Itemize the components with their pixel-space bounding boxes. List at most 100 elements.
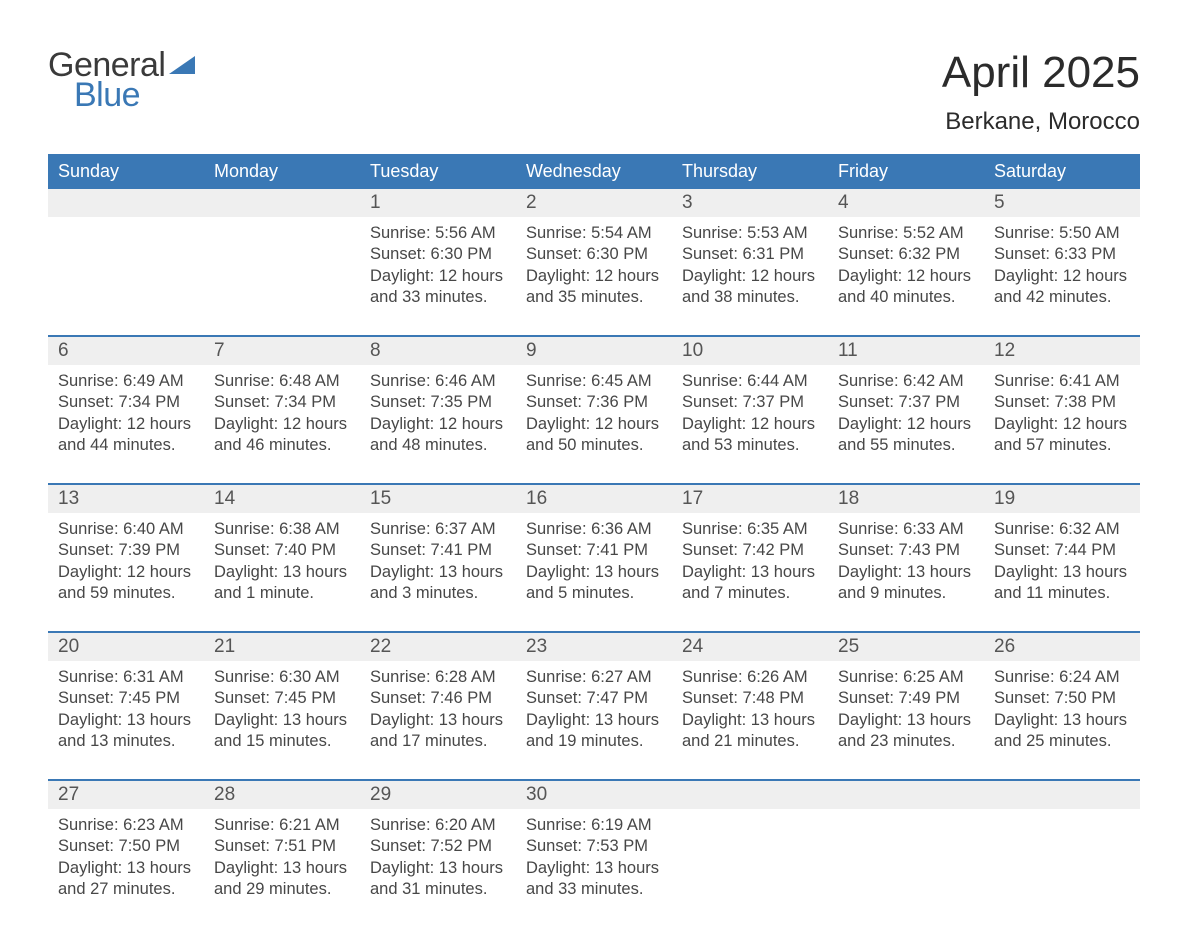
sunset-line: Sunset: 7:41 PM <box>526 540 662 561</box>
day-header: Monday <box>204 154 360 189</box>
calendar-cell <box>204 189 360 313</box>
sunset-line: Sunset: 6:33 PM <box>994 244 1130 265</box>
daylight-line: Daylight: 13 hours and 23 minutes. <box>838 710 974 753</box>
cell-date: 16 <box>516 485 672 513</box>
sunset-line: Sunset: 6:31 PM <box>682 244 818 265</box>
daylight-line: Daylight: 12 hours and 46 minutes. <box>214 414 350 457</box>
cell-body <box>984 809 1140 905</box>
daylight-line: Daylight: 13 hours and 19 minutes. <box>526 710 662 753</box>
cell-date: 19 <box>984 485 1140 513</box>
sunset-line: Sunset: 7:49 PM <box>838 688 974 709</box>
cell-date: 29 <box>360 781 516 809</box>
sunrise-line: Sunrise: 6:46 AM <box>370 371 506 392</box>
cell-body: Sunrise: 6:41 AMSunset: 7:38 PMDaylight:… <box>984 365 1140 461</box>
sunrise-line: Sunrise: 5:56 AM <box>370 223 506 244</box>
calendar-cell: 4Sunrise: 5:52 AMSunset: 6:32 PMDaylight… <box>828 189 984 313</box>
daylight-line: Daylight: 13 hours and 29 minutes. <box>214 858 350 901</box>
cell-body: Sunrise: 6:31 AMSunset: 7:45 PMDaylight:… <box>48 661 204 757</box>
cell-body: Sunrise: 5:50 AMSunset: 6:33 PMDaylight:… <box>984 217 1140 313</box>
sunrise-line: Sunrise: 6:45 AM <box>526 371 662 392</box>
sunrise-line: Sunrise: 6:31 AM <box>58 667 194 688</box>
calendar-cell: 21Sunrise: 6:30 AMSunset: 7:45 PMDayligh… <box>204 633 360 757</box>
cell-body: Sunrise: 6:33 AMSunset: 7:43 PMDaylight:… <box>828 513 984 609</box>
cell-body <box>672 809 828 905</box>
day-header: Friday <box>828 154 984 189</box>
sunset-line: Sunset: 6:30 PM <box>526 244 662 265</box>
cell-body: Sunrise: 5:52 AMSunset: 6:32 PMDaylight:… <box>828 217 984 313</box>
daylight-line: Daylight: 12 hours and 44 minutes. <box>58 414 194 457</box>
cell-date: 1 <box>360 189 516 217</box>
sunrise-line: Sunrise: 6:20 AM <box>370 815 506 836</box>
calendar-cell: 28Sunrise: 6:21 AMSunset: 7:51 PMDayligh… <box>204 781 360 905</box>
daylight-line: Daylight: 13 hours and 7 minutes. <box>682 562 818 605</box>
calendar-cell: 16Sunrise: 6:36 AMSunset: 7:41 PMDayligh… <box>516 485 672 609</box>
sunset-line: Sunset: 7:50 PM <box>58 836 194 857</box>
cell-body: Sunrise: 6:46 AMSunset: 7:35 PMDaylight:… <box>360 365 516 461</box>
brand-word2: Blue <box>48 78 195 112</box>
sunrise-line: Sunrise: 6:49 AM <box>58 371 194 392</box>
sunset-line: Sunset: 7:48 PM <box>682 688 818 709</box>
cell-date: 10 <box>672 337 828 365</box>
sunrise-line: Sunrise: 5:54 AM <box>526 223 662 244</box>
cell-date: 4 <box>828 189 984 217</box>
calendar-cell: 20Sunrise: 6:31 AMSunset: 7:45 PMDayligh… <box>48 633 204 757</box>
calendar-cell: 2Sunrise: 5:54 AMSunset: 6:30 PMDaylight… <box>516 189 672 313</box>
calendar-cell <box>984 781 1140 905</box>
sunrise-line: Sunrise: 6:24 AM <box>994 667 1130 688</box>
weeks-container: 1Sunrise: 5:56 AMSunset: 6:30 PMDaylight… <box>48 189 1140 905</box>
calendar-cell: 10Sunrise: 6:44 AMSunset: 7:37 PMDayligh… <box>672 337 828 461</box>
daylight-line: Daylight: 13 hours and 17 minutes. <box>370 710 506 753</box>
calendar-cell: 24Sunrise: 6:26 AMSunset: 7:48 PMDayligh… <box>672 633 828 757</box>
sunrise-line: Sunrise: 6:33 AM <box>838 519 974 540</box>
calendar-cell: 8Sunrise: 6:46 AMSunset: 7:35 PMDaylight… <box>360 337 516 461</box>
sunset-line: Sunset: 7:36 PM <box>526 392 662 413</box>
sunset-line: Sunset: 7:47 PM <box>526 688 662 709</box>
sunrise-line: Sunrise: 6:25 AM <box>838 667 974 688</box>
sunrise-line: Sunrise: 6:21 AM <box>214 815 350 836</box>
calendar-cell: 19Sunrise: 6:32 AMSunset: 7:44 PMDayligh… <box>984 485 1140 609</box>
cell-body: Sunrise: 5:54 AMSunset: 6:30 PMDaylight:… <box>516 217 672 313</box>
cell-date: 30 <box>516 781 672 809</box>
sunset-line: Sunset: 7:53 PM <box>526 836 662 857</box>
calendar-cell: 15Sunrise: 6:37 AMSunset: 7:41 PMDayligh… <box>360 485 516 609</box>
cell-body: Sunrise: 5:56 AMSunset: 6:30 PMDaylight:… <box>360 217 516 313</box>
calendar-cell: 30Sunrise: 6:19 AMSunset: 7:53 PMDayligh… <box>516 781 672 905</box>
cell-body: Sunrise: 6:45 AMSunset: 7:36 PMDaylight:… <box>516 365 672 461</box>
daylight-line: Daylight: 12 hours and 48 minutes. <box>370 414 506 457</box>
cell-body <box>828 809 984 905</box>
cell-body: Sunrise: 6:37 AMSunset: 7:41 PMDaylight:… <box>360 513 516 609</box>
day-header: Thursday <box>672 154 828 189</box>
cell-body: Sunrise: 6:48 AMSunset: 7:34 PMDaylight:… <box>204 365 360 461</box>
sunrise-line: Sunrise: 6:48 AM <box>214 371 350 392</box>
header: General Blue April 2025 Berkane, Morocco <box>48 48 1140 136</box>
title-block: April 2025 Berkane, Morocco <box>942 48 1140 136</box>
calendar-cell: 1Sunrise: 5:56 AMSunset: 6:30 PMDaylight… <box>360 189 516 313</box>
sunrise-line: Sunrise: 6:41 AM <box>994 371 1130 392</box>
daylight-line: Daylight: 13 hours and 15 minutes. <box>214 710 350 753</box>
daylight-line: Daylight: 13 hours and 1 minute. <box>214 562 350 605</box>
cell-body: Sunrise: 6:44 AMSunset: 7:37 PMDaylight:… <box>672 365 828 461</box>
cell-date: 14 <box>204 485 360 513</box>
sunset-line: Sunset: 7:34 PM <box>58 392 194 413</box>
cell-date: 15 <box>360 485 516 513</box>
cell-date: 25 <box>828 633 984 661</box>
cell-date: 27 <box>48 781 204 809</box>
sunrise-line: Sunrise: 6:30 AM <box>214 667 350 688</box>
calendar-cell: 7Sunrise: 6:48 AMSunset: 7:34 PMDaylight… <box>204 337 360 461</box>
sunrise-line: Sunrise: 6:28 AM <box>370 667 506 688</box>
daylight-line: Daylight: 13 hours and 3 minutes. <box>370 562 506 605</box>
cell-date: 20 <box>48 633 204 661</box>
sunrise-line: Sunrise: 5:52 AM <box>838 223 974 244</box>
cell-date: 24 <box>672 633 828 661</box>
cell-body: Sunrise: 6:20 AMSunset: 7:52 PMDaylight:… <box>360 809 516 905</box>
cell-date: 17 <box>672 485 828 513</box>
daylight-line: Daylight: 13 hours and 25 minutes. <box>994 710 1130 753</box>
cell-date <box>204 189 360 217</box>
sunrise-line: Sunrise: 6:40 AM <box>58 519 194 540</box>
cell-body: Sunrise: 6:32 AMSunset: 7:44 PMDaylight:… <box>984 513 1140 609</box>
daylight-line: Daylight: 13 hours and 21 minutes. <box>682 710 818 753</box>
calendar-cell <box>48 189 204 313</box>
week-row: 1Sunrise: 5:56 AMSunset: 6:30 PMDaylight… <box>48 189 1140 313</box>
cell-date: 7 <box>204 337 360 365</box>
calendar-cell: 18Sunrise: 6:33 AMSunset: 7:43 PMDayligh… <box>828 485 984 609</box>
